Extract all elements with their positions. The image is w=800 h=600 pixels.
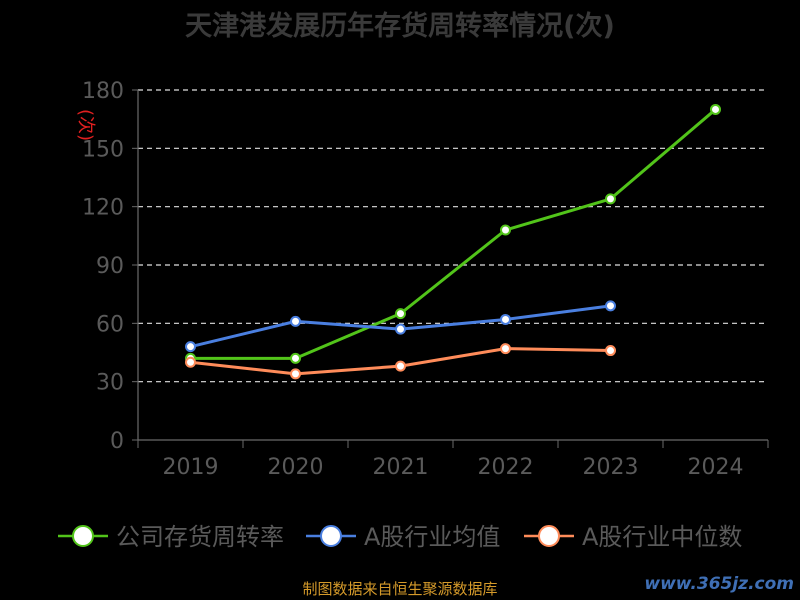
data-point [500,313,511,325]
y-tick-label: 150 [82,137,124,162]
legend-marker [72,525,94,547]
y-tick-label: 0 [110,429,124,454]
y-tick-labels: 0 30 60 90 120 150 180 [82,79,124,454]
legend-label: 公司存货周转率 [116,523,284,551]
y-tick-label: 60 [96,312,124,337]
data-point [500,343,511,355]
x-tick-label: 2022 [478,455,534,480]
data-point [605,345,616,357]
y-tick-label: 180 [82,79,124,104]
series-lines [185,103,721,380]
x-tick-label: 2021 [373,455,429,480]
data-point [605,193,616,205]
watermark: www.365jz.com [644,574,794,594]
grid-lines [132,89,768,441]
data-point [395,308,406,320]
x-tick-label: 2024 [688,455,744,480]
data-point [290,352,301,364]
legend-marker [320,525,342,547]
x-tick-label: 2020 [268,455,324,480]
chart-title: 天津港发展历年存货周转率情况(次) [185,11,615,42]
data-point [395,360,406,372]
data-point [290,368,301,380]
data-point [710,103,721,115]
data-point [185,341,196,353]
y-tick-label: 90 [96,254,124,279]
axes [137,90,769,448]
legend-label: A股行业中位数 [582,523,742,551]
series-line-0 [190,108,717,360]
y-tick-label: 120 [82,196,124,221]
x-tick-label: 2023 [583,455,639,480]
data-source-note: 制图数据来自恒生聚源数据库 [302,580,498,598]
data-point [605,300,616,312]
x-tick-labels: 2019 2020 2021 2022 2023 2024 [163,455,744,480]
data-point [290,315,301,327]
data-point [185,356,196,368]
y-tick-label: 30 [96,371,124,396]
y-axis-label: (次) [75,109,96,141]
data-point [500,224,511,236]
legend-marker [538,525,560,547]
legend-label: A股行业均值 [364,523,500,551]
data-point [395,323,406,335]
legend: 公司存货周转率 A股行业均值 A股行业中位数 [58,523,742,551]
x-tick-label: 2019 [163,455,219,480]
